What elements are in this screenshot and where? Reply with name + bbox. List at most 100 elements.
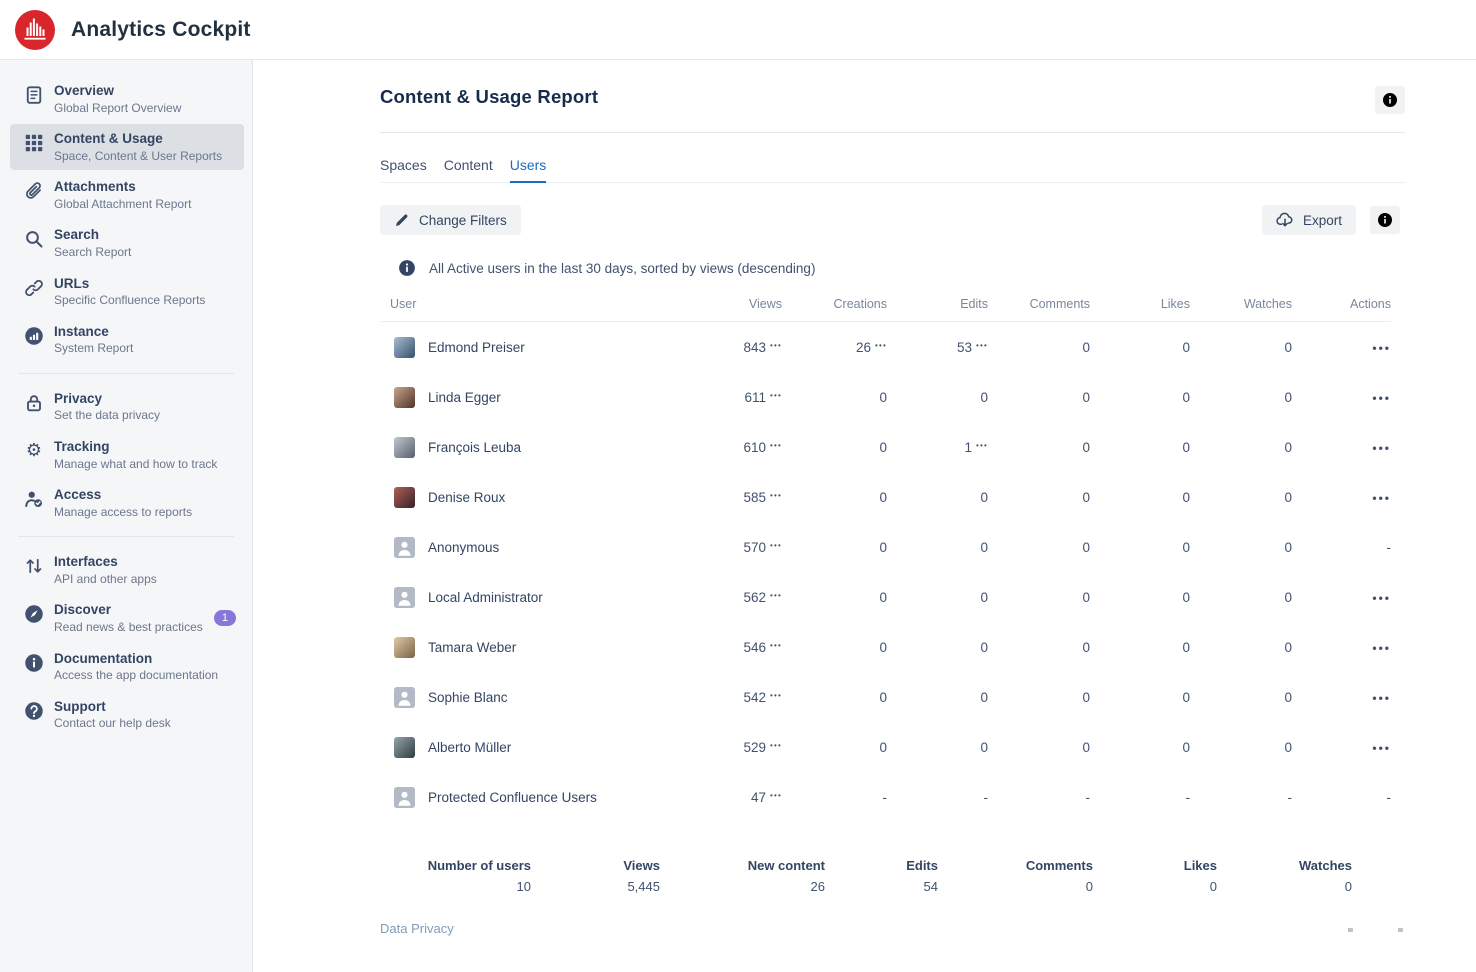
metric-cell: 0	[1190, 440, 1292, 455]
summary-value: 54	[923, 879, 938, 894]
report-info-button[interactable]	[1375, 86, 1405, 114]
sidebar-item-privacy[interactable]: Privacy Set the data privacy	[10, 384, 244, 430]
drilldown-dots-icon[interactable]: •••	[975, 440, 988, 450]
drilldown-dots-icon[interactable]: •••	[769, 540, 782, 550]
actions-empty: -	[1386, 789, 1392, 805]
tab-spaces[interactable]: Spaces	[380, 157, 427, 173]
metric-value: 53	[956, 339, 972, 355]
filter-note: All Active users in the last 30 days, so…	[380, 259, 1405, 277]
drilldown-dots-icon[interactable]: •••	[769, 440, 782, 450]
sidebar-item-search[interactable]: Search Search Report	[10, 220, 244, 266]
sidebar-item-label: Tracking	[54, 438, 110, 454]
sidebar-item-documentation[interactable]: Documentation Access the app documentatio…	[10, 644, 244, 690]
summary-label: Edits	[906, 858, 938, 873]
drilldown-dots-icon[interactable]: •••	[769, 340, 782, 350]
user-cell: Tamara Weber	[380, 636, 682, 658]
user-name[interactable]: Denise Roux	[428, 489, 506, 505]
metric-value: 0	[1082, 389, 1090, 405]
metric-cell: 0	[1190, 740, 1292, 755]
row-actions-menu-icon[interactable]: •••	[1372, 740, 1391, 755]
sidebar-item-tracking[interactable]: ⚙ Tracking Manage what and how to track	[10, 432, 244, 478]
user-name[interactable]: Sophie Blanc	[428, 689, 508, 705]
metric-value: 0	[879, 689, 887, 705]
row-actions-menu-icon[interactable]: •••	[1372, 440, 1391, 455]
info-icon	[398, 259, 416, 277]
sidebar-item-overview[interactable]: Overview Global Report Overview	[10, 76, 244, 122]
sidebar-item-urls[interactable]: URLs Specific Confluence Reports	[10, 269, 244, 315]
sidebar-divider	[18, 536, 234, 538]
metric-cell: 0	[988, 340, 1090, 355]
row-actions-menu-icon[interactable]: •••	[1372, 690, 1391, 705]
metric-value: 0	[1182, 739, 1190, 755]
user-name[interactable]: Alberto Müller	[428, 739, 512, 755]
data-privacy-link[interactable]: Data Privacy	[380, 921, 454, 936]
row-actions-menu-icon[interactable]: •••	[1372, 640, 1391, 655]
export-button[interactable]: Export	[1261, 205, 1356, 235]
metric-cell: 0	[988, 490, 1090, 505]
sidebar-item-support[interactable]: Support Contact our help desk	[10, 692, 244, 738]
sidebar-item-sublabel: Global Attachment Report	[54, 196, 192, 211]
metric-cell: 26 •••	[782, 340, 887, 355]
compass-icon	[24, 604, 44, 624]
sidebar-item-sublabel: Specific Confluence Reports	[54, 293, 206, 308]
user-name[interactable]: Linda Egger	[428, 389, 501, 405]
summary-item-watches: Watches 0	[1217, 858, 1352, 894]
user-name[interactable]: Anonymous	[428, 539, 500, 555]
sidebar-item-attachments[interactable]: Attachments Global Attachment Report	[10, 172, 244, 218]
info-icon	[1382, 92, 1398, 108]
drilldown-dots-icon[interactable]: •••	[769, 790, 782, 800]
drilldown-dots-icon[interactable]: •••	[769, 690, 782, 700]
tab-users[interactable]: Users	[509, 157, 547, 183]
actions-cell: •••	[1292, 440, 1391, 455]
user-name[interactable]: Tamara Weber	[428, 639, 517, 655]
metric-value: -	[1287, 789, 1293, 805]
metric-value: 0	[1182, 639, 1190, 655]
drilldown-dots-icon[interactable]: •••	[769, 590, 782, 600]
user-name[interactable]: Protected Confluence Users	[428, 789, 597, 805]
metric-cell: 0	[988, 590, 1090, 605]
summary-label: Views	[623, 858, 660, 873]
row-actions-menu-icon[interactable]: •••	[1372, 490, 1391, 505]
table-row: Anonymous 570 ••• 0 0 0 0 0 -	[380, 522, 1391, 572]
sidebar-item-access[interactable]: Access Manage access to reports	[10, 480, 244, 526]
sidebar-item-sublabel: Set the data privacy	[54, 408, 161, 423]
table-row: Linda Egger 611 ••• 0 0 0 0 0 •••	[380, 372, 1391, 422]
metric-value: 0	[879, 389, 887, 405]
summary-row: Number of users 10 Views 5,445 New content 26…	[380, 858, 1405, 894]
metric-cell: 47 •••	[682, 790, 782, 805]
drilldown-dots-icon[interactable]: •••	[769, 390, 782, 400]
user-name[interactable]: Edmond Preiser	[428, 339, 525, 355]
metric-value: 562	[743, 589, 766, 605]
summary-value: 0	[1209, 879, 1217, 894]
export-info-button[interactable]	[1370, 206, 1400, 234]
pencil-icon	[394, 212, 410, 228]
sidebar-item-content-usage[interactable]: Content & Usage Space, Content & User Rep…	[10, 124, 244, 171]
tab-content[interactable]: Content	[443, 157, 493, 173]
drilldown-dots-icon[interactable]: •••	[874, 340, 887, 350]
actions-cell: •••	[1292, 390, 1391, 405]
user-name[interactable]: Local Administrator	[428, 589, 543, 605]
metric-cell: 0	[1190, 490, 1292, 505]
change-filters-button[interactable]: Change Filters	[380, 205, 521, 235]
actions-cell: -	[1292, 789, 1392, 805]
table-row: François Leuba 610 ••• 0 1 ••• 0 0 0 •••	[380, 422, 1391, 472]
sidebar-divider	[18, 372, 234, 374]
sidebar-item-discover[interactable]: Discover Read news & best practices 1	[10, 595, 244, 641]
table-row: Edmond Preiser 843 ••• 26 ••• 53 ••• 0 0 0 •••	[380, 322, 1391, 372]
user-cell: Local Administrator	[380, 586, 682, 608]
sidebar-item-instance[interactable]: Instance System Report	[10, 317, 244, 363]
row-actions-menu-icon[interactable]: •••	[1372, 340, 1391, 355]
drilldown-dots-icon[interactable]: •••	[975, 340, 988, 350]
metric-cell: -	[887, 790, 989, 805]
drilldown-dots-icon[interactable]: •••	[769, 640, 782, 650]
drilldown-dots-icon[interactable]: •••	[769, 490, 782, 500]
row-actions-menu-icon[interactable]: •••	[1372, 390, 1391, 405]
metric-value: 546	[743, 639, 766, 655]
avatar	[394, 536, 415, 558]
sidebar-item-interfaces[interactable]: Interfaces API and other apps	[10, 547, 244, 593]
row-actions-menu-icon[interactable]: •••	[1372, 590, 1391, 605]
drilldown-dots-icon[interactable]: •••	[769, 740, 782, 750]
metric-cell: 542 •••	[682, 690, 782, 705]
user-name[interactable]: François Leuba	[428, 439, 522, 455]
notification-badge[interactable]: 1	[213, 610, 236, 627]
